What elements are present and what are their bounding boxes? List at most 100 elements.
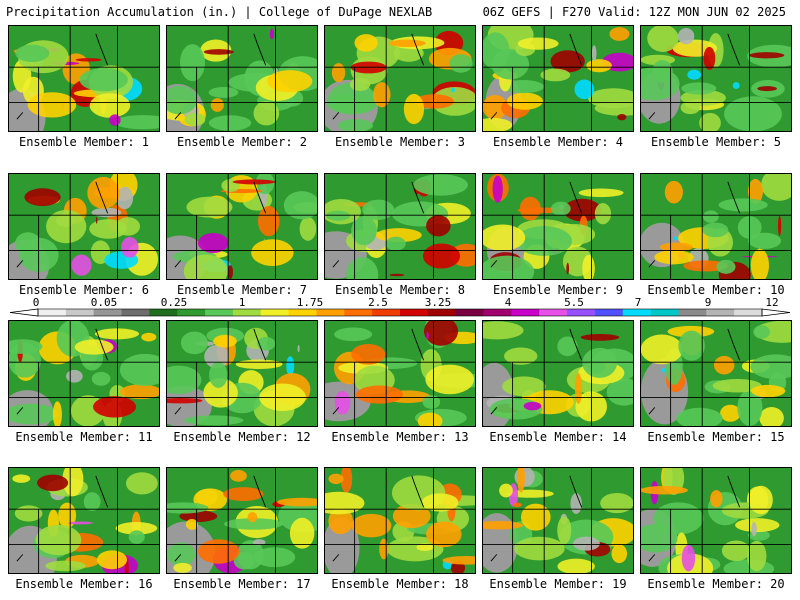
color-scale-swatch <box>511 309 540 316</box>
color-scale-swatch <box>38 309 67 316</box>
color-scale-swatch <box>706 309 735 316</box>
precip-field-map <box>483 174 633 279</box>
color-scale-swatch <box>288 309 317 316</box>
color-scale-swatch <box>594 309 624 316</box>
run-valid-time: 06Z GEFS | F270 Valid: 12Z MON JUN 02 20… <box>482 5 786 19</box>
color-scale-swatch <box>65 309 95 316</box>
precip-field-map <box>641 174 791 279</box>
color-scale-swatch <box>539 309 568 316</box>
precip-field-map <box>325 174 475 279</box>
ensemble-map-panel[interactable] <box>640 25 792 132</box>
ensemble-member-label: Ensemble Member: 13 <box>331 430 469 444</box>
precip-field-map <box>167 321 317 426</box>
ensemble-map-panel[interactable] <box>166 173 318 280</box>
scale-right-arrow <box>761 308 791 317</box>
color-scale-swatch <box>427 309 457 316</box>
ensemble-map-panel[interactable] <box>324 467 476 574</box>
precip-field-map <box>9 174 159 279</box>
ensemble-map-panel[interactable] <box>482 25 634 132</box>
color-scale-swatch <box>316 309 345 316</box>
precip-field-map <box>9 321 159 426</box>
ensemble-member-label: Ensemble Member: 6 <box>18 283 150 297</box>
precip-field-map <box>167 26 317 131</box>
ensemble-map-panel[interactable] <box>8 25 160 132</box>
color-scale-swatch <box>205 309 234 316</box>
ensemble-map-panel[interactable] <box>482 173 634 280</box>
ensemble-map-panel[interactable] <box>166 467 318 574</box>
precip-field-map <box>167 468 317 573</box>
ensemble-map-panel[interactable] <box>482 467 634 574</box>
ensemble-member-label: Ensemble Member: 20 <box>647 577 785 591</box>
ensemble-map-panel[interactable] <box>8 320 160 427</box>
color-scale-label: 3.25 <box>424 296 452 309</box>
ensemble-map-panel[interactable] <box>166 25 318 132</box>
color-scale-swatch <box>650 309 679 316</box>
ensemble-member-label: Ensemble Member: 5 <box>650 135 782 149</box>
color-scale-label: 2.5 <box>368 296 388 309</box>
ensemble-member-label: Ensemble Member: 2 <box>176 135 308 149</box>
precip-field-map <box>325 26 475 131</box>
ensemble-member-label: Ensemble Member: 8 <box>334 283 466 297</box>
precip-field-map <box>325 321 475 426</box>
ensemble-member-label: Ensemble Member: 11 <box>15 430 153 444</box>
color-scale-label: 7 <box>634 296 642 309</box>
ensemble-map-panel[interactable] <box>166 320 318 427</box>
ensemble-map-panel[interactable] <box>8 173 160 280</box>
color-scale-swatch <box>344 309 373 316</box>
ensemble-member-label: Ensemble Member: 7 <box>176 283 308 297</box>
color-scale-swatch <box>400 309 429 316</box>
color-scale-swatch <box>177 309 206 316</box>
precip-field-map <box>641 321 791 426</box>
color-scale-swatch <box>483 309 512 316</box>
color-scale-swatch <box>121 309 150 316</box>
color-scale-swatch <box>372 309 401 316</box>
ensemble-map-panel[interactable] <box>640 173 792 280</box>
color-scale-swatch <box>149 309 178 316</box>
scale-left-arrow <box>9 308 39 317</box>
color-scale-label: 1.75 <box>296 296 324 309</box>
ensemble-map-panel[interactable] <box>324 173 476 280</box>
precip-field-map <box>483 26 633 131</box>
color-scale-label: 4 <box>504 296 512 309</box>
color-scale-swatch <box>232 309 262 316</box>
ensemble-member-label: Ensemble Member: 15 <box>647 430 785 444</box>
precip-field-map <box>325 468 475 573</box>
ensemble-member-label: Ensemble Member: 18 <box>331 577 469 591</box>
color-scale-swatch <box>93 309 123 316</box>
ensemble-member-label: Ensemble Member: 4 <box>492 135 624 149</box>
color-scale-label: 0.05 <box>90 296 118 309</box>
color-scale-swatch <box>678 309 707 316</box>
ensemble-map-panel[interactable] <box>640 467 792 574</box>
ensemble-member-label: Ensemble Member: 12 <box>173 430 311 444</box>
precip-field-map <box>9 468 159 573</box>
ensemble-map-panel[interactable] <box>8 467 160 574</box>
color-scale-label: 12 <box>765 296 779 309</box>
color-scale-swatch <box>567 309 596 316</box>
ensemble-member-label: Ensemble Member: 14 <box>489 430 627 444</box>
ensemble-map-panel[interactable] <box>324 25 476 132</box>
color-scale-label: 5.5 <box>564 296 584 309</box>
color-scale-label: 0.25 <box>160 296 188 309</box>
ensemble-member-label: Ensemble Member: 10 <box>647 283 785 297</box>
color-scale-swatch <box>455 309 485 316</box>
ensemble-map-panel[interactable] <box>640 320 792 427</box>
color-scale-swatch <box>734 309 763 316</box>
precip-field-map <box>483 468 633 573</box>
ensemble-member-label: Ensemble Member: 3 <box>334 135 466 149</box>
ensemble-map-panel[interactable] <box>324 320 476 427</box>
ensemble-member-label: Ensemble Member: 17 <box>173 577 311 591</box>
precip-field-map <box>167 174 317 279</box>
color-scale-label: 0 <box>32 296 40 309</box>
precip-color-scale <box>9 308 791 317</box>
ensemble-member-label: Ensemble Member: 16 <box>15 577 153 591</box>
map-title: Precipitation Accumulation (in.) | Colle… <box>6 5 433 19</box>
ensemble-map-panel[interactable] <box>482 320 634 427</box>
color-scale-swatch <box>622 309 652 316</box>
precip-field-map <box>641 26 791 131</box>
ensemble-member-label: Ensemble Member: 9 <box>492 283 624 297</box>
color-scale-label: 1 <box>238 296 246 309</box>
color-scale-labels: 0 0.05 0.25 1 1.75 2.5 3.25 4 5.5 7 9 12 <box>8 296 792 309</box>
ensemble-member-label: Ensemble Member: 19 <box>489 577 627 591</box>
precip-field-map <box>483 321 633 426</box>
color-scale-label: 9 <box>704 296 712 309</box>
